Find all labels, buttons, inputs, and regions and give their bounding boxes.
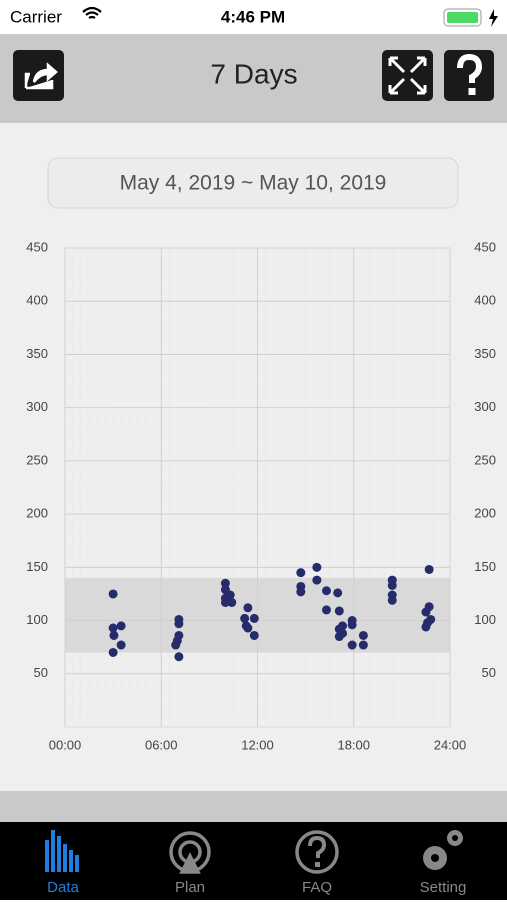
data-point [220,578,230,588]
data-point [243,603,253,613]
data-point [296,587,306,597]
y-tick-label-right: 350 [474,346,496,361]
y-tick-label-right: 150 [474,559,496,574]
y-tick-label: 150 [26,559,48,574]
data-point [174,652,184,662]
setting-tab-icon [423,830,463,870]
data-point [249,613,259,623]
x-tick-label: 18:00 [337,737,370,752]
wifi-icon [82,6,102,19]
data-point [249,630,259,640]
data-point [174,619,184,629]
data-point [321,586,331,596]
y-tick-label: 450 [26,239,48,254]
status-bar [0,0,507,34]
data-point [227,597,237,607]
battery [443,8,482,27]
charging-icon [489,9,498,27]
y-tick-label: 50 [34,665,48,680]
x-tick-label: 06:00 [145,737,178,752]
tab-label[interactable]: Plan [175,879,205,896]
data-point [108,647,118,657]
faq-tab-icon [295,830,339,874]
share-icon [24,62,58,90]
data-point [171,640,181,650]
y-tick-label: 400 [26,293,48,308]
expand-icon [388,56,427,95]
battery-level [447,12,478,23]
footer-band [0,791,507,822]
data-point [109,630,119,640]
y-tick-label-right: 200 [474,506,496,521]
data-point [312,575,322,585]
data-point [421,607,431,617]
y-tick-label-right: 300 [474,399,496,414]
data-point [424,564,434,574]
data-point [296,568,306,578]
header-title: 7 Days [210,58,297,89]
data-point [108,623,118,633]
help-icon [457,53,483,83]
tab-label[interactable]: Setting [420,879,467,896]
data-point [347,620,357,630]
y-tick-label: 300 [26,399,48,414]
data-point [108,589,118,599]
plan-tab-icon [169,831,211,874]
data-point [334,606,344,616]
y-tick-label: 100 [26,612,48,627]
y-tick-label-right: 250 [474,452,496,467]
data-point [333,588,343,598]
tab-label[interactable]: Data [47,879,79,896]
data-point [358,630,368,640]
y-tick-label: 200 [26,506,48,521]
data-point [421,622,431,632]
expand-button[interactable] [382,50,433,101]
data-point [220,597,230,607]
x-tick-label: 24:00 [434,737,467,752]
data-point [243,623,253,633]
y-tick-label: 350 [26,346,48,361]
x-tick-label: 12:00 [241,737,274,752]
y-tick-label-right: 50 [482,665,496,680]
data-point [334,632,344,642]
tab-bar [0,822,507,900]
data-point [312,562,322,572]
data-point [358,640,368,650]
data-point [387,580,397,590]
date-box [47,157,459,209]
x-tick-label: 00:00 [49,737,82,752]
data-point [347,640,357,650]
y-tick-label-right: 100 [474,612,496,627]
carrier: Carrier [10,7,62,26]
data-point [116,640,126,650]
tab-label[interactable]: FAQ [302,879,332,896]
data-point [240,613,250,623]
y-tick-label-right: 400 [474,293,496,308]
data-tab-icon [45,830,79,872]
help-icon-dot [468,88,476,95]
y-tick-label-right: 450 [474,239,496,254]
data-point [116,621,126,631]
date-range: May 4, 2019 ~ May 10, 2019 [120,172,387,195]
data-point [321,605,331,615]
clock: 4:46 PM [221,7,285,26]
y-tick-label: 250 [26,452,48,467]
data-point [387,595,397,605]
